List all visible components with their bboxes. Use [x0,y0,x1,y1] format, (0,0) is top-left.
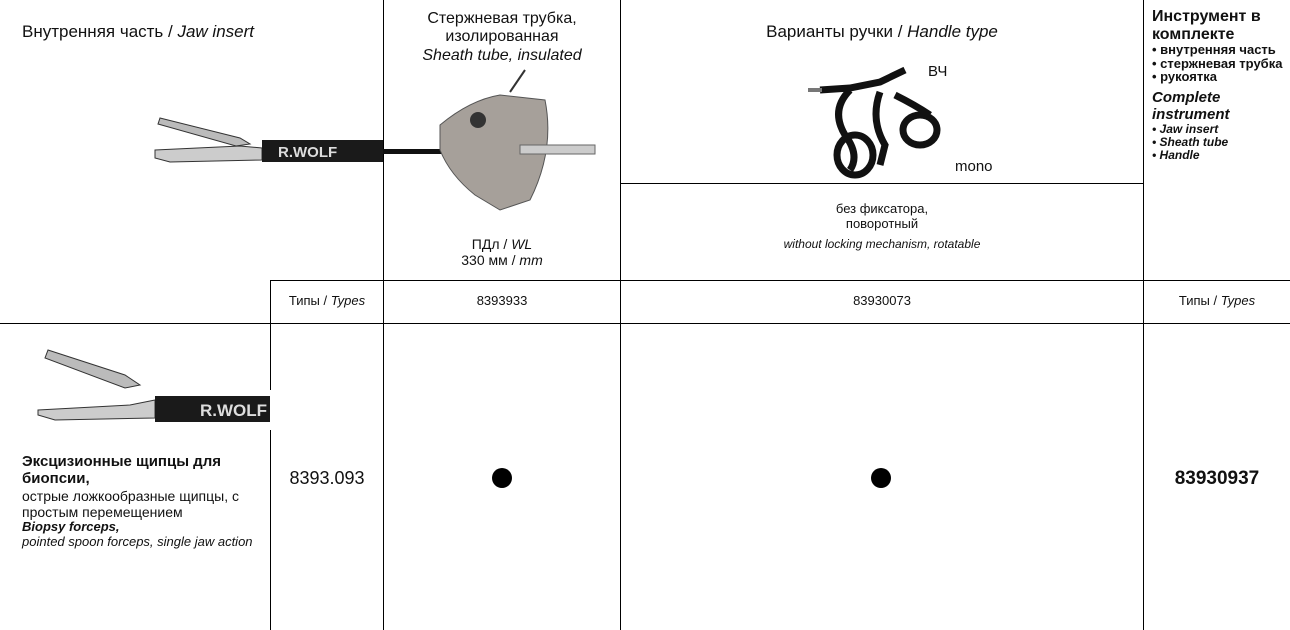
sheath-type-number: 8393933 [476,293,528,308]
item-ru: • внутренняя часть [1152,42,1276,58]
title-en: Complete instrument [1152,89,1230,123]
row-description: Эксцизионные щипцы для биопсии, острые л… [22,453,267,550]
brand-label: R.WOLF [278,144,337,161]
heading-ru: Варианты ручки / [766,22,908,41]
wl-ru: ПДл / [471,236,512,252]
item-ru: • рукоятка [1152,69,1217,85]
desc-en: without locking mechanism, rotatable [783,236,981,251]
desc-ru: острые ложкообразные щипцы, с простым пе… [22,487,239,520]
heading-en: Handle type [907,22,998,41]
name-en: Biopsy forceps, [22,518,120,534]
types-en: Types [330,293,366,308]
handle-description: без фиксатора, поворотный without lockin… [621,201,1143,252]
complete-heading: Инструмент в комплекте • внутренняя част… [1152,8,1284,163]
length-ru: 330 мм / [461,252,520,269]
wl-en: WL [511,236,533,252]
heading-ru: изолированная [445,28,559,46]
hf-label: ВЧ [928,63,948,80]
desc-ru: поворотный [845,215,919,231]
name-ru: Эксцизионные щипцы для биопсии, [22,453,221,488]
desc-ru: без фиксатора, [835,201,929,216]
compatibility-dot [492,468,512,488]
item-en: • Handle [1152,148,1200,163]
title-ru: Инструмент в комплекте [1152,8,1261,43]
jaw-insert-heading: Внутренняя часть / Jaw insert [22,22,254,42]
heading-en: Jaw insert [177,22,254,41]
handle-heading: Варианты ручки / Handle type [621,22,1143,42]
complete-number: 83930937 [1174,468,1260,489]
types-ru: Типы / [1178,293,1221,308]
length-en: mm [519,252,543,269]
heading-en: Sheath tube, insulated [422,46,582,64]
working-length: ПДл / WL 330 мм / mm [384,236,620,268]
item-ru: • стержневая трубка [1152,55,1283,71]
sheath-heading: Стержневая трубка, изолированная Sheath … [384,10,620,65]
compatibility-dot [871,468,891,488]
brand-label: R.WOLF [200,401,267,420]
desc-en: pointed spoon forceps, single jaw action [22,533,253,549]
types-ru: Типы / [288,293,331,308]
heading-ru: Внутренняя часть / [22,22,178,41]
types-en: Types [1220,293,1256,308]
item-en: • Sheath tube [1152,135,1229,150]
types-label: Типы / Types [271,293,383,309]
insert-number: 8393.093 [289,468,365,488]
item-en: • Jaw insert [1152,122,1219,137]
handle-type-number: 83930073 [853,293,911,308]
mono-label: mono [955,158,993,175]
row-instrument-image: R.WOLF [37,349,290,430]
instrument-image: R.WOLF [154,69,596,211]
handle-image [819,66,941,179]
types-label: Типы / Types [1144,293,1290,309]
heading-ru: Стержневая трубка, [427,10,577,27]
